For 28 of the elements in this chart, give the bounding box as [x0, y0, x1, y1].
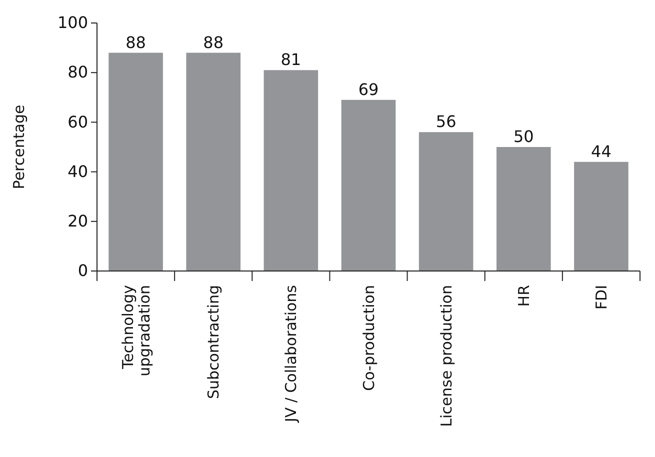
bar: [574, 162, 628, 271]
y-tick-label: 60: [68, 112, 88, 132]
x-tick-label: Subcontracting: [204, 285, 223, 400]
bar: [108, 52, 163, 271]
x-tick-label: JV / Collaborations: [282, 284, 300, 424]
x-tick-label: Co-production: [360, 285, 378, 391]
data-label: 88: [203, 32, 224, 52]
bar: [418, 132, 474, 271]
x-tick-label: HR: [514, 285, 533, 307]
data-label: 81: [280, 50, 302, 70]
x-tick-label: FDI: [592, 285, 610, 310]
y-tick-label: 20: [68, 212, 88, 231]
x-tick-label: License production: [437, 285, 456, 427]
bar: [186, 52, 241, 271]
bar: [341, 100, 396, 271]
data-label: 44: [591, 142, 612, 161]
y-tick-label: 40: [68, 162, 88, 181]
data-label: 69: [358, 80, 379, 99]
bar: [496, 147, 551, 271]
y-tick-label: 80: [68, 62, 88, 82]
data-label: 88: [126, 32, 146, 52]
data-label: 50: [513, 127, 534, 146]
y-tick-label: 100: [57, 13, 88, 32]
bar: [264, 70, 318, 271]
y-tick-label: 0: [78, 261, 88, 280]
data-label: 56: [436, 112, 456, 132]
y-axis-title: Percentage: [10, 104, 28, 190]
x-tick-label: Technology upgradation: [118, 284, 154, 376]
